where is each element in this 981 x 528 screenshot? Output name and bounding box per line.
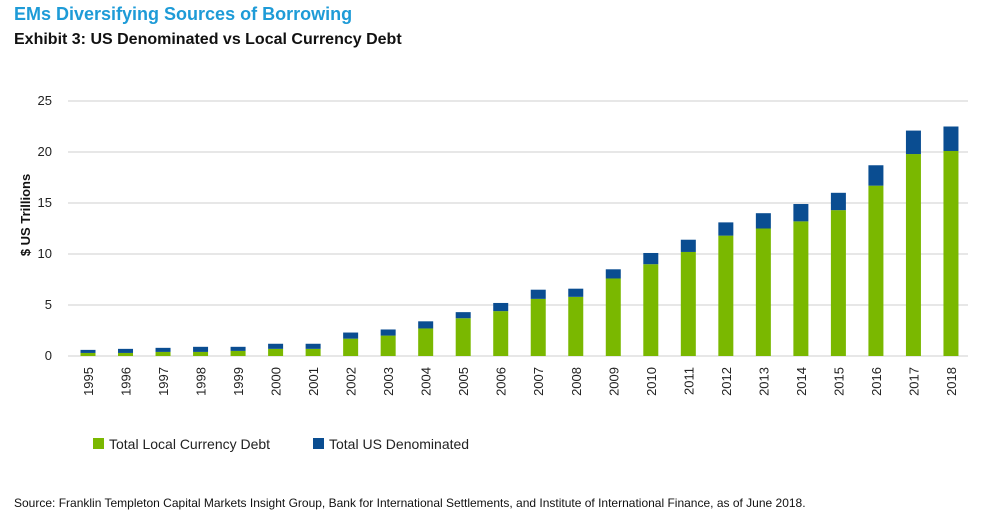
bar-us-denominated	[193, 346, 209, 352]
bar-local-currency	[343, 338, 359, 356]
x-tick-label: 2004	[419, 367, 434, 396]
x-tick-label: 2002	[344, 367, 359, 396]
x-tick-label: 2012	[719, 367, 734, 396]
gridlines	[68, 100, 968, 357]
x-tick-label: 2010	[644, 367, 659, 396]
bar-local-currency	[455, 318, 471, 356]
y-tick-label: 5	[45, 297, 52, 312]
chart-title: EMs Diversifying Sources of Borrowing	[14, 4, 353, 24]
x-axis-ticks: 1995 1996 1997 1998 1999 2000 2001 2002 2003 2004…	[81, 367, 959, 396]
x-tick-label: 2014	[794, 367, 809, 396]
bar-us-denominated	[905, 130, 921, 155]
x-tick-label: 1996	[119, 367, 134, 396]
bar-local-currency	[268, 348, 284, 356]
bar-us-denominated	[868, 165, 884, 186]
x-tick-label: 2001	[306, 367, 321, 396]
legend: Total Local Currency Debt Total US Denomi…	[93, 436, 469, 452]
bar-us-denominated	[80, 349, 96, 353]
x-tick-label: 2018	[944, 367, 959, 396]
bar-local-currency	[718, 235, 734, 356]
bar-local-currency	[80, 352, 96, 356]
bar-local-currency	[418, 328, 434, 356]
x-tick-label: 2016	[869, 367, 884, 396]
bar-local-currency	[680, 251, 696, 356]
bar-us-denominated	[793, 204, 809, 222]
bar-local-currency	[905, 154, 921, 356]
bar-us-denominated	[118, 348, 134, 353]
bar-us-denominated	[830, 192, 846, 211]
bars	[80, 126, 959, 356]
x-tick-label: 1997	[156, 367, 171, 396]
bar-us-denominated	[718, 222, 734, 236]
bar-us-denominated	[268, 343, 284, 349]
bar-us-denominated	[305, 343, 321, 349]
bar-local-currency	[830, 210, 846, 356]
x-tick-label: 2006	[494, 367, 509, 396]
x-tick-label: 2017	[906, 367, 921, 396]
x-tick-label: 2009	[606, 367, 621, 396]
source-note: Source: Franklin Templeton Capital Marke…	[14, 496, 806, 510]
legend-label: Total Local Currency Debt	[109, 436, 270, 452]
x-tick-label: 1995	[81, 367, 96, 396]
bar-local-currency	[643, 264, 659, 356]
y-tick-label: 0	[45, 348, 52, 363]
bar-local-currency	[943, 150, 959, 356]
bar-local-currency	[230, 350, 246, 356]
bar-local-currency	[155, 351, 171, 356]
bar-local-currency	[605, 278, 621, 356]
bar-local-currency	[530, 298, 546, 356]
bar-us-denominated	[380, 329, 396, 336]
stacked-bar-chart: 0 5 10 15 20 25 1995 1996 1997 1998 1999 2000 2001 2…	[18, 93, 968, 452]
bar-us-denominated	[943, 126, 959, 151]
bar-us-denominated	[568, 288, 584, 297]
legend-swatch	[313, 438, 324, 449]
y-axis-ticks: 0 5 10 15 20 25	[38, 93, 52, 363]
bar-us-denominated	[493, 302, 509, 312]
bar-us-denominated	[530, 289, 546, 299]
x-tick-label: 2000	[269, 367, 284, 396]
bar-us-denominated	[230, 346, 246, 351]
x-tick-label: 2011	[681, 367, 696, 395]
x-tick-label: 2003	[381, 367, 396, 396]
x-tick-label: 2008	[569, 367, 584, 396]
x-tick-label: 1998	[194, 367, 209, 396]
x-tick-label: 2007	[531, 367, 546, 396]
y-tick-label: 10	[38, 246, 52, 261]
legend-label: Total US Denominated	[329, 436, 469, 452]
bar-local-currency	[793, 221, 809, 356]
y-tick-label: 25	[38, 93, 52, 108]
bar-us-denominated	[755, 213, 771, 229]
bar-local-currency	[305, 348, 321, 356]
bar-local-currency	[193, 351, 209, 356]
legend-swatch	[93, 438, 104, 449]
bar-local-currency	[868, 185, 884, 356]
x-tick-label: 1999	[231, 367, 246, 396]
bar-us-denominated	[455, 312, 471, 319]
bar-local-currency	[380, 335, 396, 356]
y-axis-label: $ US Trillions	[18, 174, 33, 256]
x-tick-label: 2005	[456, 367, 471, 396]
bar-us-denominated	[605, 269, 621, 279]
bar-us-denominated	[155, 347, 171, 352]
bar-local-currency	[755, 228, 771, 356]
x-tick-label: 2015	[831, 367, 846, 396]
x-tick-label: 2013	[756, 367, 771, 396]
bar-local-currency	[568, 296, 584, 356]
chart-subtitle: Exhibit 3: US Denominated vs Local Curre…	[14, 31, 402, 48]
bar-local-currency	[118, 352, 134, 356]
bar-us-denominated	[418, 321, 434, 329]
bar-us-denominated	[343, 332, 359, 339]
bar-local-currency	[493, 311, 509, 356]
bar-us-denominated	[643, 252, 659, 265]
y-tick-label: 20	[38, 144, 52, 159]
bar-us-denominated	[680, 239, 696, 252]
y-tick-label: 15	[38, 195, 52, 210]
